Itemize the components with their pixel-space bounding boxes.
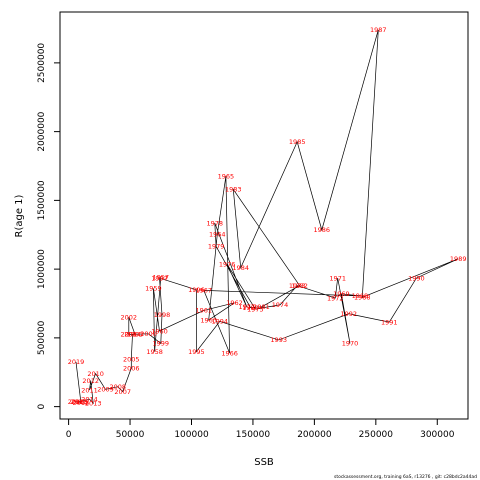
year-label: 1982	[291, 282, 308, 290]
sr-path-group	[75, 29, 459, 405]
year-label: 1979	[208, 243, 225, 251]
y-tick-label: 2500000	[37, 43, 47, 83]
year-label: 1957	[153, 274, 170, 282]
year-label: 1972	[327, 294, 344, 302]
year-label: 1965	[218, 173, 235, 181]
y-tick-label: 500000	[37, 320, 47, 355]
x-tick-label: 300000	[420, 430, 455, 440]
x-tick-label: 250000	[359, 430, 394, 440]
year-label: 1969	[333, 290, 350, 298]
x-tick-label: 50000	[116, 430, 145, 440]
x-tick-label: 200000	[297, 430, 332, 440]
year-label: 1990	[408, 274, 425, 282]
year-label: 1980	[242, 304, 259, 312]
year-label: 1998	[154, 311, 171, 319]
x-axis: 0 50000 100000 150000 200000 250000 300000	[66, 418, 455, 440]
year-label: 1985	[289, 138, 306, 146]
year-label: 2001	[121, 331, 138, 339]
year-label: 1970	[342, 340, 359, 348]
year-label: 2018	[73, 399, 90, 407]
point-labels: 1957 1958 1959 1960 1961 1962 1963 1964 1965 1966…	[68, 26, 467, 407]
year-label: 1989	[450, 255, 467, 263]
y-tick-label: 0	[37, 403, 47, 409]
year-label: 1984	[232, 264, 249, 272]
year-label: 2005	[123, 356, 140, 364]
year-label: 1993	[270, 336, 287, 344]
year-label: 1974	[272, 301, 289, 309]
year-label: 2012	[82, 377, 99, 385]
year-label: 2017	[70, 398, 87, 406]
year-label: 1958	[146, 348, 163, 356]
footer-note: stockassessment.org, training 6aS, r1327…	[334, 474, 477, 480]
year-label: 1971	[329, 274, 346, 282]
year-label: 1978	[207, 219, 224, 227]
year-label: 1973	[289, 282, 306, 290]
year-label: 1961	[196, 307, 213, 315]
sr-trajectory-line	[75, 29, 459, 405]
year-label: 2000	[140, 330, 157, 338]
year-label: 1996	[188, 286, 205, 294]
year-label: 1963	[200, 316, 217, 324]
year-label: 1959	[145, 285, 162, 293]
year-label: 1988	[354, 294, 371, 302]
year-label: 2013	[85, 400, 102, 408]
year-label: 1962	[226, 299, 243, 307]
year-label: 2003	[127, 331, 144, 339]
year-label: 1977	[239, 303, 256, 311]
year-label: 1975	[247, 305, 264, 313]
year-label: 1995	[188, 348, 205, 356]
year-label: 2011	[81, 386, 98, 394]
year-label: 1997	[151, 274, 168, 282]
year-label: 1986	[314, 226, 331, 234]
year-label: 1960	[151, 327, 168, 335]
year-label: 2004	[124, 331, 141, 339]
year-label: 1987	[370, 26, 387, 34]
year-label: 2010	[87, 370, 104, 378]
y-tick-label: 1500000	[37, 180, 47, 220]
year-label: 2002	[121, 314, 138, 322]
year-label: 1976	[219, 261, 236, 269]
y-axis-title: R(age 1)	[14, 194, 25, 237]
x-tick-label: 0	[66, 430, 72, 440]
x-axis-title: SSB	[254, 457, 274, 468]
year-label: 1991	[381, 318, 398, 326]
year-label: 1968	[352, 292, 369, 300]
year-label: 2007	[114, 388, 131, 396]
year-label: 2015	[71, 398, 88, 406]
y-tick-label: 2000000	[37, 111, 47, 151]
year-label: 2014	[81, 395, 98, 403]
year-label: 1967	[196, 287, 213, 295]
year-label: 1981	[253, 303, 270, 311]
year-label: 1994	[212, 318, 229, 326]
year-label: 1964	[209, 230, 226, 238]
year-label: 2008	[110, 383, 127, 391]
year-label: 2009	[97, 386, 114, 394]
year-label: 2006	[123, 364, 140, 372]
y-axis: 0 500000 1000000 1500000 2000000 2500000	[37, 43, 61, 409]
year-label: 2019	[68, 358, 85, 366]
x-tick-label: 100000	[174, 430, 209, 440]
year-label: 1992	[341, 310, 358, 318]
year-label: 1966	[221, 349, 238, 357]
y-tick-label: 1000000	[37, 249, 47, 289]
year-label: 1983	[225, 186, 242, 194]
x-tick-label: 150000	[236, 430, 271, 440]
year-label: 1999	[153, 340, 170, 348]
year-label: 2016	[68, 398, 85, 406]
